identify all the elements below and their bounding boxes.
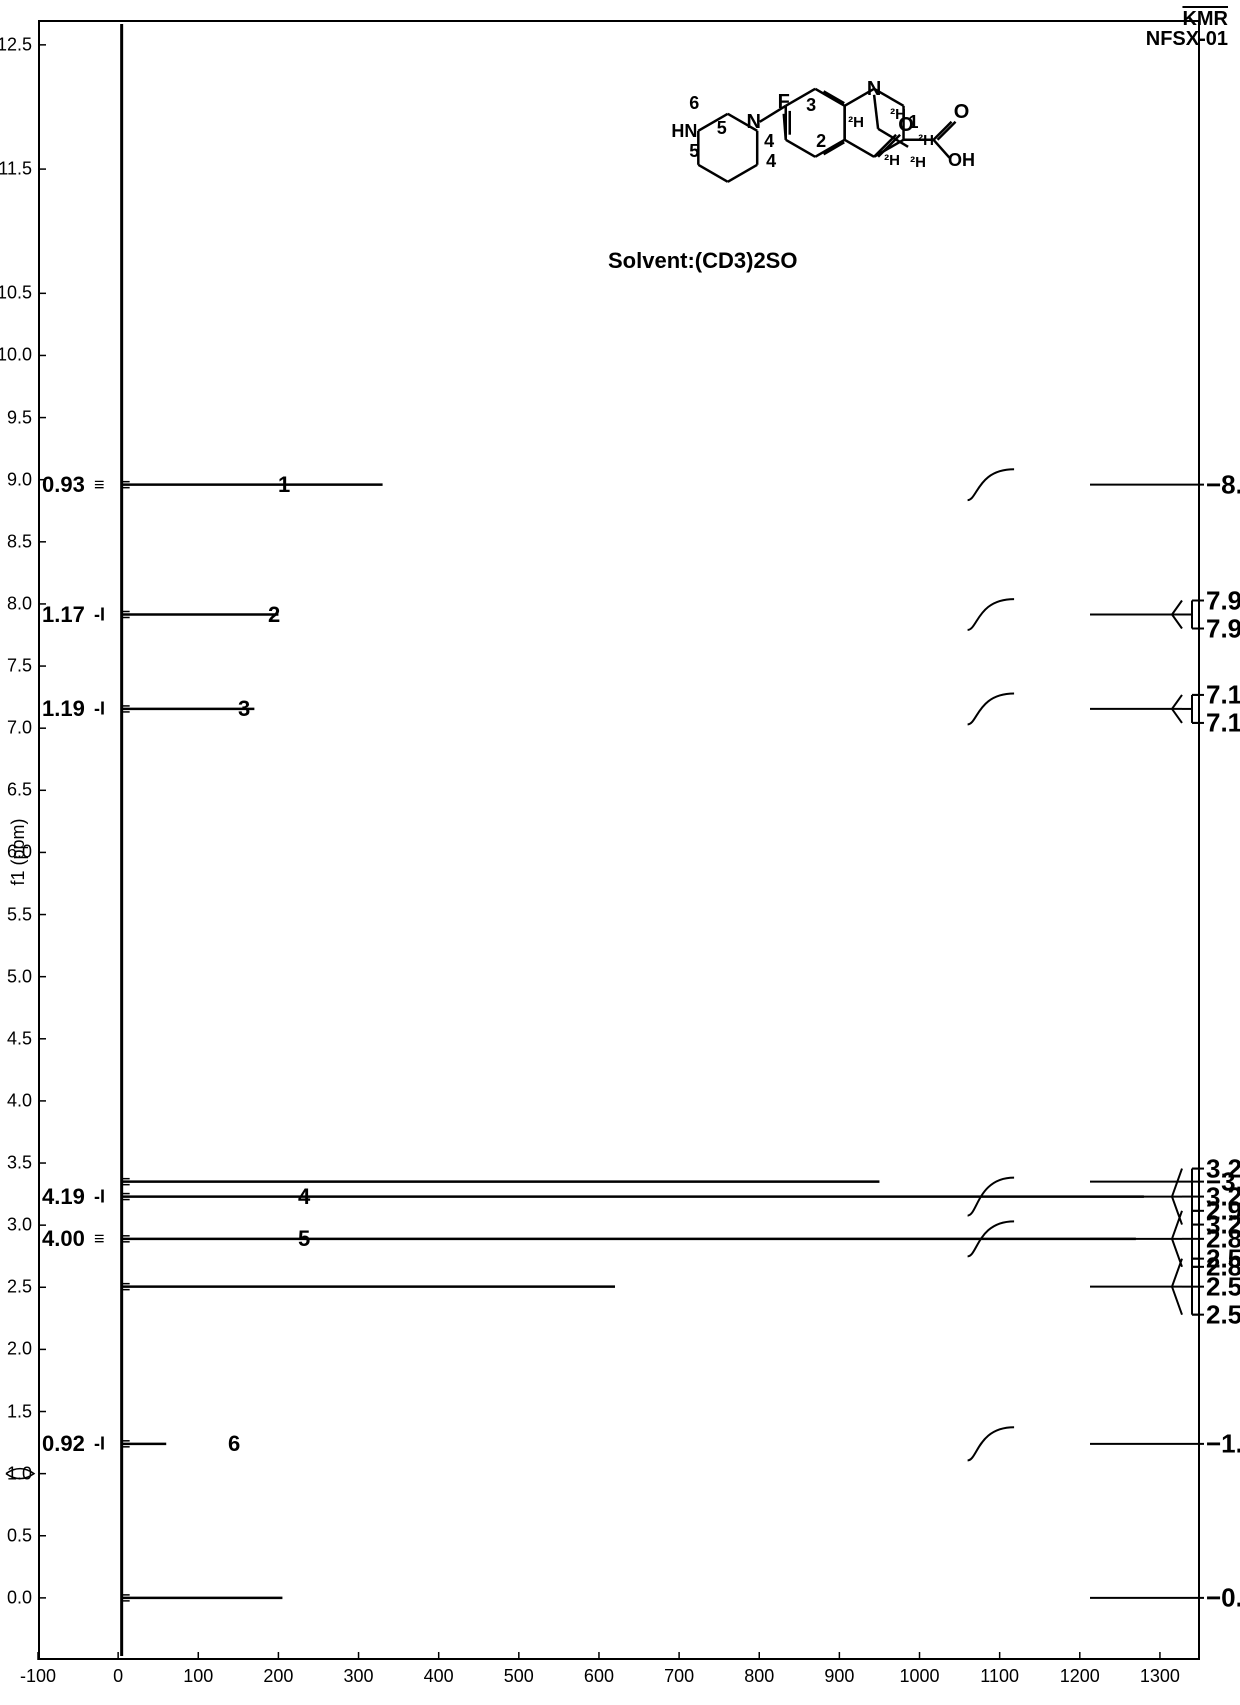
integral-mark: -I bbox=[94, 698, 105, 719]
y-tick-label: 0.5 bbox=[7, 1525, 32, 1546]
peak-assignment: 6 bbox=[228, 1431, 240, 1457]
x-tick-label: 400 bbox=[424, 1666, 454, 1687]
y-tick-label: 1.5 bbox=[7, 1401, 32, 1422]
integral-value: 0.92 bbox=[42, 1431, 85, 1457]
y-tick-label: 4.0 bbox=[7, 1090, 32, 1111]
integral-mark: -I bbox=[94, 604, 105, 625]
svg-text:²H: ²H bbox=[890, 106, 906, 123]
peak-assignment: 2 bbox=[268, 602, 280, 628]
ppm-value: −1.24 bbox=[1206, 1428, 1240, 1459]
svg-text:5: 5 bbox=[689, 141, 699, 161]
svg-text:OH: OH bbox=[948, 150, 975, 170]
y-tick-label: 3.5 bbox=[7, 1153, 32, 1174]
x-tick-label: 1100 bbox=[980, 1666, 1019, 1687]
svg-text:2: 2 bbox=[816, 131, 826, 151]
x-tick-label: 500 bbox=[504, 1666, 534, 1687]
y-tick-label: 2.5 bbox=[7, 1277, 32, 1298]
peak-assignment: 5 bbox=[298, 1226, 310, 1252]
y-tick-label: 0.0 bbox=[7, 1587, 32, 1608]
y-tick-label: 10.5 bbox=[0, 283, 32, 304]
ppm-value: 2.51 bbox=[1206, 1271, 1240, 1302]
y-tick-label: 5.5 bbox=[7, 904, 32, 925]
x-tick-label: 200 bbox=[263, 1666, 293, 1687]
y-tick-label: 1.0 bbox=[7, 1463, 32, 1484]
ppm-value: 7.90 bbox=[1206, 613, 1240, 644]
svg-text:3: 3 bbox=[806, 95, 816, 115]
ppm-value: 7.93 bbox=[1206, 585, 1240, 616]
svg-text:4: 4 bbox=[764, 131, 774, 151]
ppm-value: 2.91 bbox=[1206, 1195, 1240, 1226]
x-tick-label: 0 bbox=[113, 1666, 123, 1687]
y-tick-label: 7.5 bbox=[7, 656, 32, 677]
x-tick-label: 300 bbox=[344, 1666, 374, 1687]
integral-value: 1.17 bbox=[42, 602, 85, 628]
y-tick-label: 9.5 bbox=[7, 407, 32, 428]
svg-text:²H: ²H bbox=[910, 154, 926, 171]
y-tick-label: 9.0 bbox=[7, 469, 32, 490]
y-tick-label: 4.5 bbox=[7, 1028, 32, 1049]
svg-text:6: 6 bbox=[689, 93, 699, 113]
y-tick-label: 12.5 bbox=[0, 34, 32, 55]
x-tick-label: 100 bbox=[183, 1666, 213, 1687]
y-tick-label: 8.0 bbox=[7, 593, 32, 614]
ppm-value: 2.51 bbox=[1206, 1243, 1240, 1274]
integral-value: 1.19 bbox=[42, 696, 85, 722]
x-tick-label: 1300 bbox=[1140, 1666, 1180, 1687]
integral-mark: ≡ bbox=[94, 1228, 105, 1249]
x-axis-title: f1 (ppm) bbox=[8, 819, 29, 886]
y-tick-label: 2.0 bbox=[7, 1339, 32, 1360]
y-tick-label: 6.5 bbox=[7, 780, 32, 801]
svg-text:HN: HN bbox=[671, 121, 697, 141]
svg-text:1: 1 bbox=[909, 112, 919, 132]
peak-assignment: 3 bbox=[238, 696, 250, 722]
x-tick-label: 800 bbox=[744, 1666, 774, 1687]
x-tick-label: 700 bbox=[664, 1666, 694, 1687]
y-tick-label: 7.0 bbox=[7, 718, 32, 739]
ppm-value: 7.15 bbox=[1206, 707, 1240, 738]
y-tick-label: 3.0 bbox=[7, 1215, 32, 1236]
y-tick-label: 10.0 bbox=[0, 345, 32, 366]
ppm-value: 7.16 bbox=[1206, 679, 1240, 710]
x-tick-label: 1200 bbox=[1060, 1666, 1100, 1687]
y-tick-label: 11.5 bbox=[0, 159, 32, 180]
svg-text:5: 5 bbox=[717, 118, 727, 138]
title-line-2: NFSX-01 bbox=[1146, 28, 1228, 51]
svg-text:²H: ²H bbox=[918, 132, 934, 149]
integral-mark: -I bbox=[94, 1186, 105, 1207]
integral-mark: -I bbox=[94, 1433, 105, 1454]
integral-value: 4.19 bbox=[42, 1184, 85, 1210]
svg-text:²H: ²H bbox=[848, 114, 864, 131]
svg-text:²H: ²H bbox=[884, 152, 900, 169]
y-tick-label: 5.0 bbox=[7, 966, 32, 987]
ppm-value: −0.00 bbox=[1206, 1582, 1240, 1613]
integral-value: 4.00 bbox=[42, 1226, 85, 1252]
ppm-value: 3.25 bbox=[1206, 1153, 1240, 1184]
ppm-value: 2.50 bbox=[1206, 1299, 1240, 1330]
x-tick-label: -100 bbox=[20, 1666, 56, 1687]
x-tick-label: 1000 bbox=[899, 1666, 939, 1687]
peak-assignment: 1 bbox=[278, 472, 290, 498]
svg-text:O: O bbox=[954, 101, 970, 123]
svg-text:4: 4 bbox=[766, 151, 776, 171]
integral-mark: ≡ bbox=[94, 474, 105, 495]
integral-value: 0.93 bbox=[42, 472, 85, 498]
x-tick-label: 900 bbox=[824, 1666, 854, 1687]
ppm-value: −8.96 bbox=[1206, 469, 1240, 500]
x-tick-label: 600 bbox=[584, 1666, 614, 1687]
y-tick-label: 8.5 bbox=[7, 531, 32, 552]
solvent-label: Solvent:(CD3)2SO bbox=[608, 248, 797, 274]
peak-assignment: 4 bbox=[298, 1184, 310, 1210]
